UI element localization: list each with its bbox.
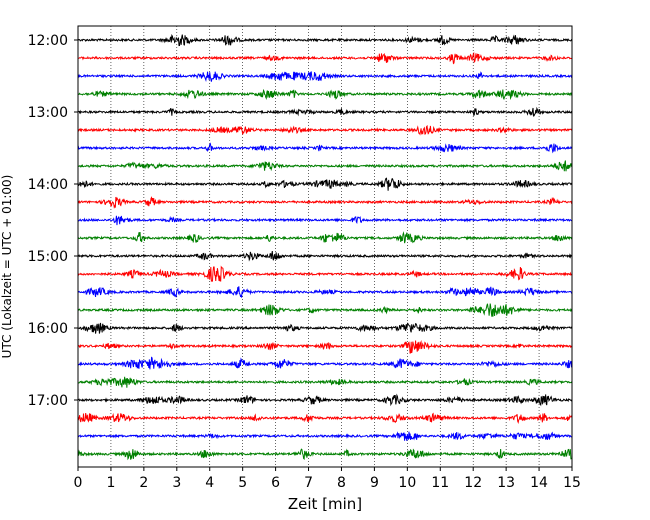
trace-16 xyxy=(77,303,573,317)
trace-18 xyxy=(77,339,573,354)
x-tick-label-5: 5 xyxy=(238,475,247,491)
trace-19 xyxy=(77,356,573,370)
x-tick-label-1: 1 xyxy=(106,475,115,491)
trace-22 xyxy=(77,412,573,425)
y-tick-label-17:00: 17:00 xyxy=(28,393,68,409)
y-axis-label: UTC (Lokalzeit = UTC + 01:00) xyxy=(0,175,14,359)
trace-15 xyxy=(77,286,573,298)
trace-14 xyxy=(77,265,573,282)
trace-3 xyxy=(77,71,573,82)
trace-4 xyxy=(77,88,573,101)
trace-6 xyxy=(77,124,573,136)
y-tick-label-16:00: 16:00 xyxy=(28,321,68,337)
y-tick-label-14:00: 14:00 xyxy=(28,177,68,193)
x-tick-label-6: 6 xyxy=(271,475,280,491)
trace-1 xyxy=(77,34,573,47)
seismic-traces xyxy=(77,34,573,461)
x-tick-label-2: 2 xyxy=(139,475,148,491)
trace-12 xyxy=(77,231,573,244)
trace-20 xyxy=(77,376,573,388)
x-tick-label-0: 0 xyxy=(74,475,83,491)
x-tick-label-13: 13 xyxy=(497,475,515,491)
x-tick-label-12: 12 xyxy=(464,475,482,491)
y-axis: 12:00 13:00 14:00 15:00 16:00 17:00 xyxy=(28,33,78,409)
x-tick-label-9: 9 xyxy=(370,475,379,491)
trace-2 xyxy=(77,51,573,65)
trace-13 xyxy=(77,250,573,262)
x-tick-label-4: 4 xyxy=(205,475,214,491)
trace-17 xyxy=(77,322,573,334)
trace-10 xyxy=(77,196,573,209)
x-axis-label: Zeit [min] xyxy=(288,495,362,513)
y-tick-label-15:00: 15:00 xyxy=(28,249,68,265)
x-tick-label-11: 11 xyxy=(431,475,449,491)
x-tick-label-3: 3 xyxy=(172,475,181,491)
x-tick-label-7: 7 xyxy=(304,475,313,491)
x-tick-label-15: 15 xyxy=(563,475,581,491)
y-tick-label-13:00: 13:00 xyxy=(28,105,68,121)
x-tick-label-10: 10 xyxy=(398,475,416,491)
x-axis: 0 1 2 3 4 5 6 7 8 9 10 11 12 13 14 15 xyxy=(74,467,581,491)
plot-frame xyxy=(77,25,573,468)
x-tick-label-14: 14 xyxy=(530,475,548,491)
trace-5 xyxy=(77,106,573,117)
trace-8 xyxy=(77,160,573,172)
trace-9 xyxy=(77,177,573,191)
trace-11 xyxy=(77,215,573,226)
trace-23 xyxy=(77,431,573,441)
x-tick-label-8: 8 xyxy=(337,475,346,491)
trace-21 xyxy=(77,393,573,407)
trace-24 xyxy=(77,448,573,461)
y-tick-label-12:00: 12:00 xyxy=(28,33,68,49)
trace-7 xyxy=(77,142,573,154)
